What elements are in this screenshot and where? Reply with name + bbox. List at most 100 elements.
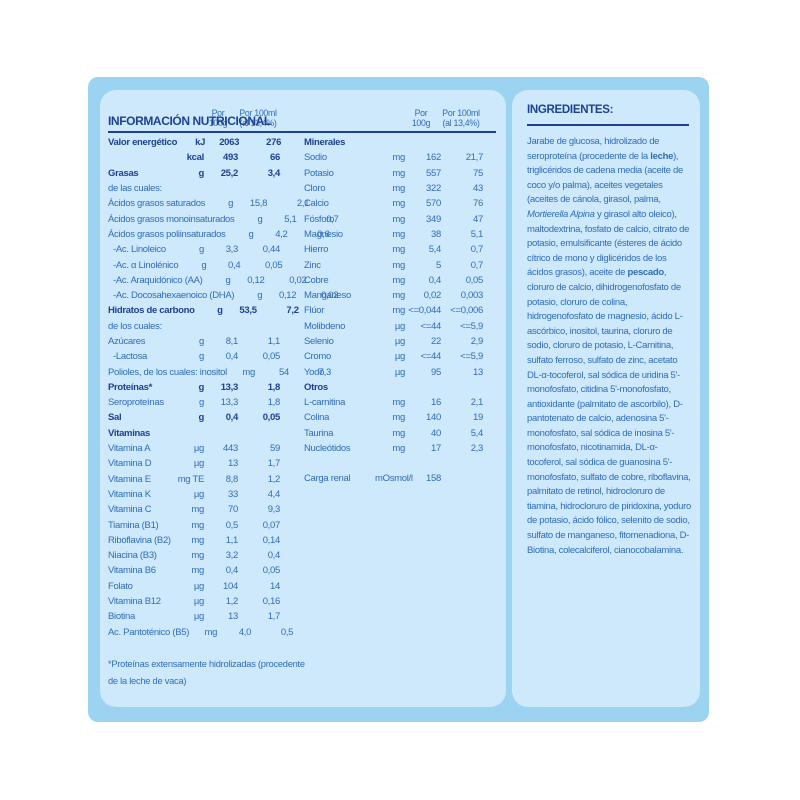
nutrition-row: Ac. Pantoténico (B5) mg 4,0 0,5 — [108, 625, 293, 640]
cell-v2: 0,05 — [465, 274, 484, 286]
cell-v1: 104 — [223, 580, 238, 592]
cell-unit: mOsmol/l — [375, 473, 413, 485]
nutrition-row: -Lactosa g 0,4 0,05 — [108, 349, 280, 364]
cell-v2: 0,003 — [460, 290, 484, 302]
col-header-per100g-line2: 100g — [411, 117, 431, 128]
cell-v1: 140 — [426, 412, 441, 424]
cell-v1: 158 — [426, 473, 441, 485]
cell-label: Vitaminas — [108, 427, 151, 439]
cell-v1: 40 — [431, 427, 441, 439]
cell-v2: 276 — [266, 137, 282, 149]
cell-label: -Lactosa — [113, 351, 148, 363]
nutrition-row: Cromo µg <=44 <=5,9 — [304, 349, 483, 364]
cell-unit: µg — [394, 320, 405, 332]
nutrition-row: Polioles, de los cuales: inositol mg 54 7,3 — [108, 364, 331, 379]
cell-v2: 1,7 — [267, 611, 281, 623]
cell-v1: 13 — [228, 611, 238, 623]
cell-v2: 0,5 — [280, 626, 294, 638]
cell-v1: 0,4 — [228, 259, 241, 271]
cell-unit: mg — [191, 565, 204, 577]
cell-label: Colina — [304, 412, 330, 424]
col-header-per100g-line1: Por — [414, 107, 428, 118]
cell-label: Yodo — [304, 366, 325, 378]
cell-v1: 3,2 — [225, 550, 239, 562]
cell-v2: 0,02 — [320, 290, 339, 302]
cell-unit: µg — [193, 458, 204, 470]
nutrition-row: Vitamina B6 mg 0,4 0,05 — [108, 563, 280, 578]
cell-v2: 1,8 — [267, 397, 281, 409]
cell-label: Ac. Pantoténico (B5) — [108, 626, 190, 638]
header-rule — [108, 131, 496, 133]
cell-unit: mg — [392, 152, 405, 164]
cell-label: Nucleótidos — [304, 443, 351, 455]
cell-label: Ácidos grasos monoinsaturados — [108, 213, 235, 225]
cell-unit: g — [257, 290, 263, 302]
cell-label: Magnesio — [304, 228, 343, 240]
ingredients-rule — [527, 124, 689, 126]
cell-label: Vitamina K — [108, 488, 151, 500]
cell-v2: <=5,9 — [460, 351, 483, 363]
nutrition-row: Flúor mg <=0,044 <=0,006 — [304, 303, 483, 318]
cell-v2: 43 — [473, 183, 483, 195]
cell-v2: 0,14 — [262, 534, 281, 546]
cell-v1: 25,2 — [220, 167, 239, 179]
col-header-per100ml-line2: (al 13,4%) — [239, 117, 277, 128]
cell-label: Fósforo — [304, 213, 335, 225]
cell-label: Sal — [108, 412, 122, 424]
cell-unit: µg — [394, 366, 405, 378]
nutrition-row: Proteínas* g 13,3 1,8 — [108, 380, 280, 395]
nutrition-row: Tiamina (B1) mg 0,5 0,07 — [108, 517, 280, 532]
nutrition-row: Azúcares g 8,1 1,1 — [108, 334, 280, 349]
column-headers-right: Por 100g Por 100ml (al 13,4%) — [403, 108, 483, 128]
cell-v1: 162 — [426, 152, 441, 164]
cell-v2: 5,4 — [470, 427, 484, 439]
cell-v1: 557 — [426, 167, 441, 179]
cell-label: Seroproteínas — [108, 397, 164, 409]
cell-label: Polioles, de los cuales: inositol — [108, 366, 227, 378]
cell-unit: mg — [392, 290, 405, 302]
cell-v2: 0,05 — [262, 412, 281, 424]
cell-v1: 8,1 — [225, 336, 239, 347]
cell-unit: g — [257, 213, 263, 225]
cell-unit: mg — [204, 626, 218, 638]
cell-v1: 1,2 — [225, 596, 239, 608]
cell-v1: <=0,044 — [408, 305, 441, 317]
cell-v1: 0,4 — [428, 274, 442, 286]
cell-v2: <=5,9 — [460, 320, 483, 332]
cell-unit: mg — [392, 412, 405, 424]
cell-v2: 1,2 — [267, 473, 281, 485]
cell-unit: g — [198, 381, 204, 393]
nutrition-panel: INFORMACIÓN NUTRICIONAL Por 100g Por 100… — [100, 90, 506, 707]
cell-v1: 13 — [228, 458, 238, 470]
cell-unit: µg — [193, 596, 204, 608]
nutrition-row: Grasas g 25,2 3,4 — [108, 166, 280, 181]
cell-label: Tiamina (B1) — [108, 519, 159, 531]
cell-v2: 21,7 — [465, 152, 484, 164]
cell-v2: 0,7 — [470, 259, 484, 271]
cell-v2: 76 — [473, 198, 483, 210]
nutrition-row: Seroproteínas g 13,3 1,8 — [108, 395, 280, 410]
cell-v1: <=44 — [420, 351, 442, 363]
nutrition-row: Cloro mg 322 43 — [304, 181, 483, 196]
nutrition-row: Vitaminas — [108, 426, 280, 441]
cell-label: Cromo — [304, 351, 332, 363]
cell-unit: mg — [392, 183, 405, 195]
cell-unit: µg — [193, 488, 204, 500]
cell-v1: 0,12 — [247, 274, 265, 286]
cell-unit: g — [225, 274, 231, 286]
cell-v2: 7,2 — [286, 305, 299, 317]
cell-v1: 4,2 — [275, 228, 288, 240]
cell-label: Ácidos grasos poliinsaturados — [108, 228, 226, 240]
cell-label: Vitamina D — [108, 458, 152, 470]
cell-v1: 0,02 — [423, 290, 442, 302]
nutrition-row: de las cuales: — [108, 181, 280, 196]
cell-label: Taurina — [304, 427, 334, 439]
ingredients-title: INGREDIENTES: — [527, 104, 614, 116]
cell-unit: µg — [193, 580, 204, 592]
cell-v2: 0,6 — [317, 228, 330, 240]
cell-label: Hierro — [304, 244, 329, 256]
cell-label: -Ac. Linoleico — [113, 244, 166, 256]
cell-unit: kJ — [195, 137, 206, 149]
cell-unit: mg — [392, 443, 405, 455]
cell-v1: 13,3 — [220, 397, 239, 409]
